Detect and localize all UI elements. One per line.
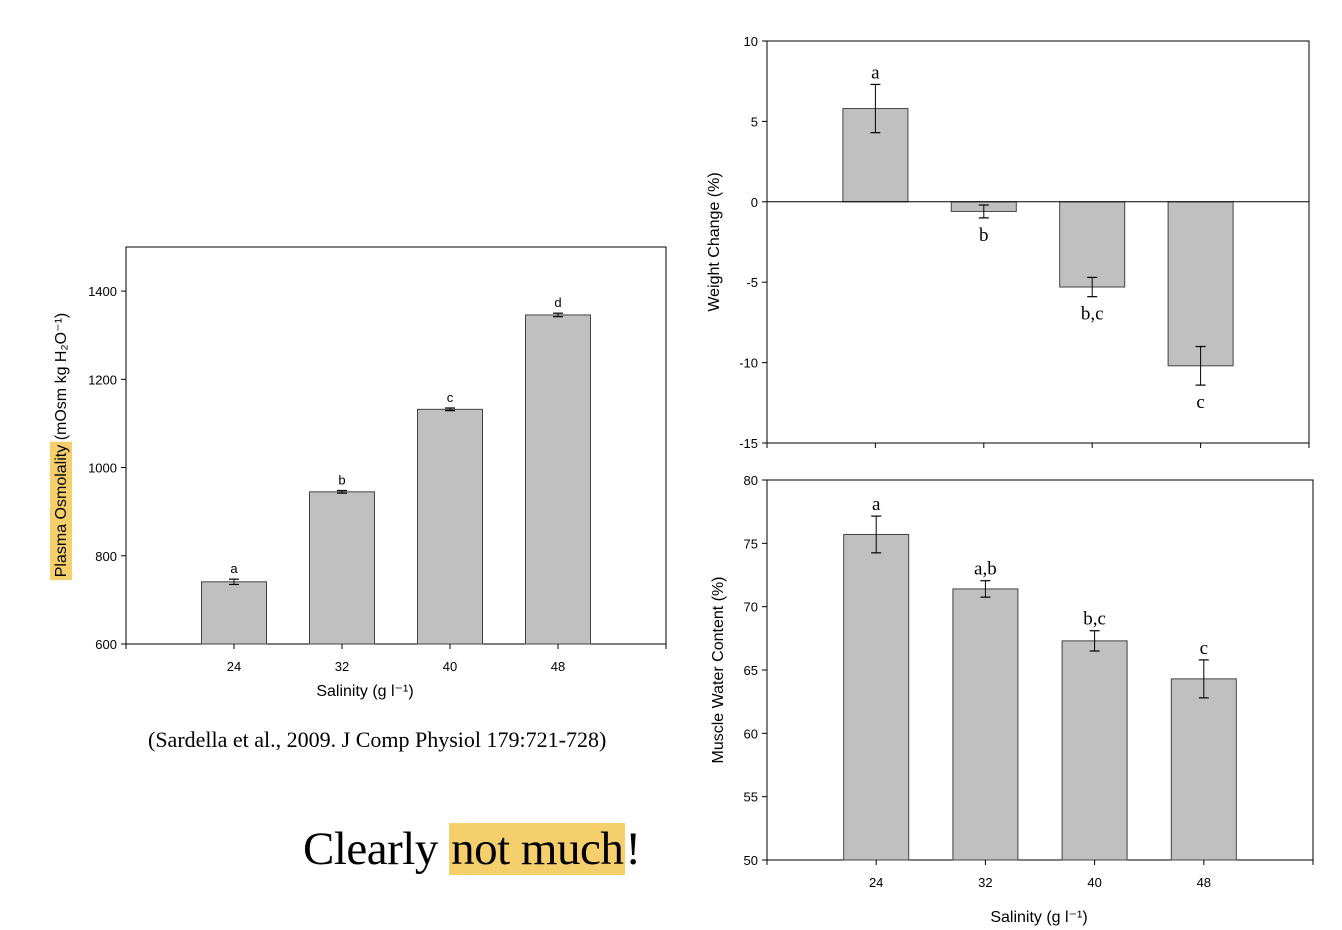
significance-letter: b [338, 472, 345, 487]
y-tick-label: -15 [739, 436, 758, 451]
y-label-text: (mOsm kg H₂O⁻¹) [53, 313, 70, 445]
bar [1061, 640, 1128, 861]
y-tick-label: 55 [744, 790, 758, 805]
x-tick-label: 24 [869, 875, 883, 890]
x-tick-label: 24 [227, 659, 241, 674]
x-axis-label: Salinity (g l⁻¹) [990, 909, 1087, 926]
headline-highlight: not much [449, 823, 626, 875]
significance-letter: b [979, 225, 989, 246]
chart-2: a 24 a,b 32 b,c 40 c 48 50 55 60 65 70 75 80 Muscle Wat… [710, 473, 1314, 926]
bar [525, 314, 591, 645]
x-tick-label: 32 [335, 659, 349, 674]
significance-letter: c [1196, 392, 1204, 413]
y-tick-label: 600 [95, 637, 117, 652]
bar [1170, 678, 1237, 861]
chart-1: a b b,c c -15 -10 -5 0 5 10 Weight Change (%) [706, 34, 1310, 451]
significance-letter: b,c [1081, 304, 1104, 325]
x-tick-label: 32 [978, 875, 992, 890]
plot-frame [766, 40, 1310, 444]
significance-letter: c [1200, 638, 1208, 659]
y-tick-label: 80 [744, 473, 758, 488]
y-tick-label: 60 [744, 726, 758, 741]
plot-frame [125, 246, 667, 645]
y-tick-label: -10 [739, 356, 758, 371]
y-axis-label: Muscle Water Content (%) [710, 576, 727, 763]
y-tick-label: 75 [744, 536, 758, 551]
y-axis-label: Weight Change (%) [706, 172, 723, 311]
chart-0: a 24 b 32 c 40 d 48 600 800 1000 1200 1400 Plasma Osm… [50, 246, 667, 700]
bar [1059, 201, 1126, 288]
headline-after: ! [625, 823, 641, 875]
significance-letter: a [872, 494, 881, 515]
bar [1167, 201, 1234, 367]
y-tick-label: 1000 [88, 461, 117, 476]
x-tick-label: 40 [1087, 875, 1101, 890]
x-axis-label: Salinity (g l⁻¹) [316, 683, 413, 700]
bar [417, 408, 483, 645]
y-tick-label: 800 [95, 549, 117, 564]
y-tick-label: 50 [744, 853, 758, 868]
significance-letter: a [871, 62, 880, 83]
significance-letter: c [447, 390, 454, 405]
bar [309, 491, 375, 645]
y-label-highlight-text: Plasma Osmolality [53, 445, 70, 577]
y-tick-label: 65 [744, 663, 758, 678]
y-tick-label: 1400 [88, 284, 117, 299]
y-tick-label: 0 [751, 195, 758, 210]
y-label-highlight [50, 441, 72, 581]
bar [952, 588, 1019, 861]
bar [843, 533, 910, 861]
y-tick-label: 5 [751, 114, 758, 129]
y-axis-label: Plasma Osmolality (mOsm kg H₂O⁻¹) [53, 313, 70, 577]
y-tick-label: 10 [744, 34, 758, 49]
x-tick-label: 40 [443, 659, 457, 674]
bar [201, 581, 267, 645]
citation: (Sardella et al., 2009. J Comp Physiol 1… [148, 727, 607, 752]
x-tick-label: 48 [1197, 875, 1211, 890]
y-tick-label: 1200 [88, 372, 117, 387]
significance-letter: a,b [974, 559, 997, 580]
headline: Clearly not much! [303, 822, 641, 876]
significance-letter: a [230, 561, 238, 576]
y-tick-label: 70 [744, 600, 758, 615]
headline-before: Clearly [303, 823, 450, 875]
x-tick-label: 48 [551, 659, 565, 674]
significance-letter: d [554, 295, 561, 310]
y-tick-label: -5 [746, 275, 758, 290]
significance-letter: b,c [1083, 609, 1106, 630]
